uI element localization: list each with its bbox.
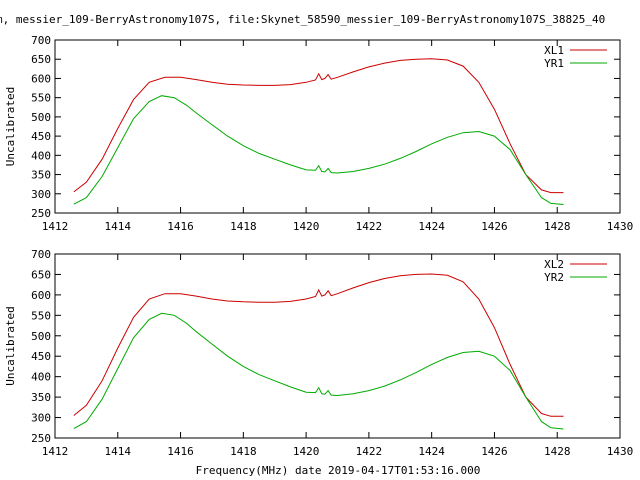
x-tick-label: 1412 xyxy=(42,220,69,233)
y-tick-label: 500 xyxy=(31,111,51,124)
y-tick-label: 550 xyxy=(31,309,51,322)
series-line-xl1 xyxy=(73,58,564,194)
figure-title: m, messier_109-BerryAstronomy107S, file:… xyxy=(0,13,605,26)
x-tick-label: 1420 xyxy=(293,220,320,233)
y-tick-label: 250 xyxy=(31,432,51,445)
y-tick-label: 300 xyxy=(31,412,51,425)
x-tick-label: 1430 xyxy=(607,220,634,233)
y-axis-label: Uncalibrated xyxy=(4,87,17,166)
plot-frame xyxy=(54,39,621,214)
x-tick-label: 1418 xyxy=(230,220,257,233)
x-tick-label: 1424 xyxy=(418,220,445,233)
x-tick-label: 1426 xyxy=(481,220,508,233)
x-tick-label: 1420 xyxy=(293,445,320,458)
y-tick-label: 400 xyxy=(31,371,51,384)
series-line-xl2 xyxy=(73,273,564,417)
y-tick-label: 300 xyxy=(31,188,51,201)
y-tick-label: 500 xyxy=(31,330,51,343)
x-tick-label: 1428 xyxy=(544,445,571,458)
chart-panel-bottom: 250 300 350 400 450 500 550 600 650 700 1412 1414 14… xyxy=(4,248,633,458)
y-axis-label: Uncalibrated xyxy=(4,306,17,385)
x-tick-label: 1424 xyxy=(418,445,445,458)
y-tick-label: 350 xyxy=(31,391,51,404)
y-tick-label: 600 xyxy=(31,72,51,85)
x-tick-label: 1422 xyxy=(356,445,383,458)
x-tick-label: 1430 xyxy=(607,445,634,458)
y-tick-label: 400 xyxy=(31,149,51,162)
x-tick-label: 1428 xyxy=(544,220,571,233)
y-tick-label: 250 xyxy=(31,207,51,220)
y-tick-label: 600 xyxy=(31,289,51,302)
plot-frame xyxy=(54,253,621,439)
x-tick-label: 1414 xyxy=(105,220,132,233)
series-line-yr1 xyxy=(73,95,564,205)
y-tick-label: 450 xyxy=(31,130,51,143)
x-tick-label: 1416 xyxy=(167,220,194,233)
x-tick-label: 1412 xyxy=(42,445,69,458)
legend-label: XL1 xyxy=(544,44,564,57)
x-tick-label: 1426 xyxy=(481,445,508,458)
x-tick-label: 1418 xyxy=(230,445,257,458)
y-tick-label: 550 xyxy=(31,92,51,105)
x-tick-label: 1416 xyxy=(167,445,194,458)
x-tick-label: 1414 xyxy=(105,445,132,458)
x-tick-label: 1422 xyxy=(356,220,383,233)
x-axis-label: Frequency(MHz) date 2019-04-17T01:53:16.… xyxy=(196,464,481,477)
y-tick-label: 700 xyxy=(31,248,51,261)
y-tick-label: 650 xyxy=(31,53,51,66)
legend-label: XL2 xyxy=(544,258,564,271)
legend-label: YR2 xyxy=(544,271,564,284)
series-line-yr2 xyxy=(73,312,564,430)
y-tick-label: 700 xyxy=(31,34,51,47)
chart-panel-top: 250 300 350 400 450 500 550 600 650 700 1412 1414 14… xyxy=(4,34,633,233)
y-tick-label: 350 xyxy=(31,169,51,182)
legend-label: YR1 xyxy=(544,57,564,70)
y-tick-label: 450 xyxy=(31,350,51,363)
y-tick-label: 650 xyxy=(31,268,51,281)
